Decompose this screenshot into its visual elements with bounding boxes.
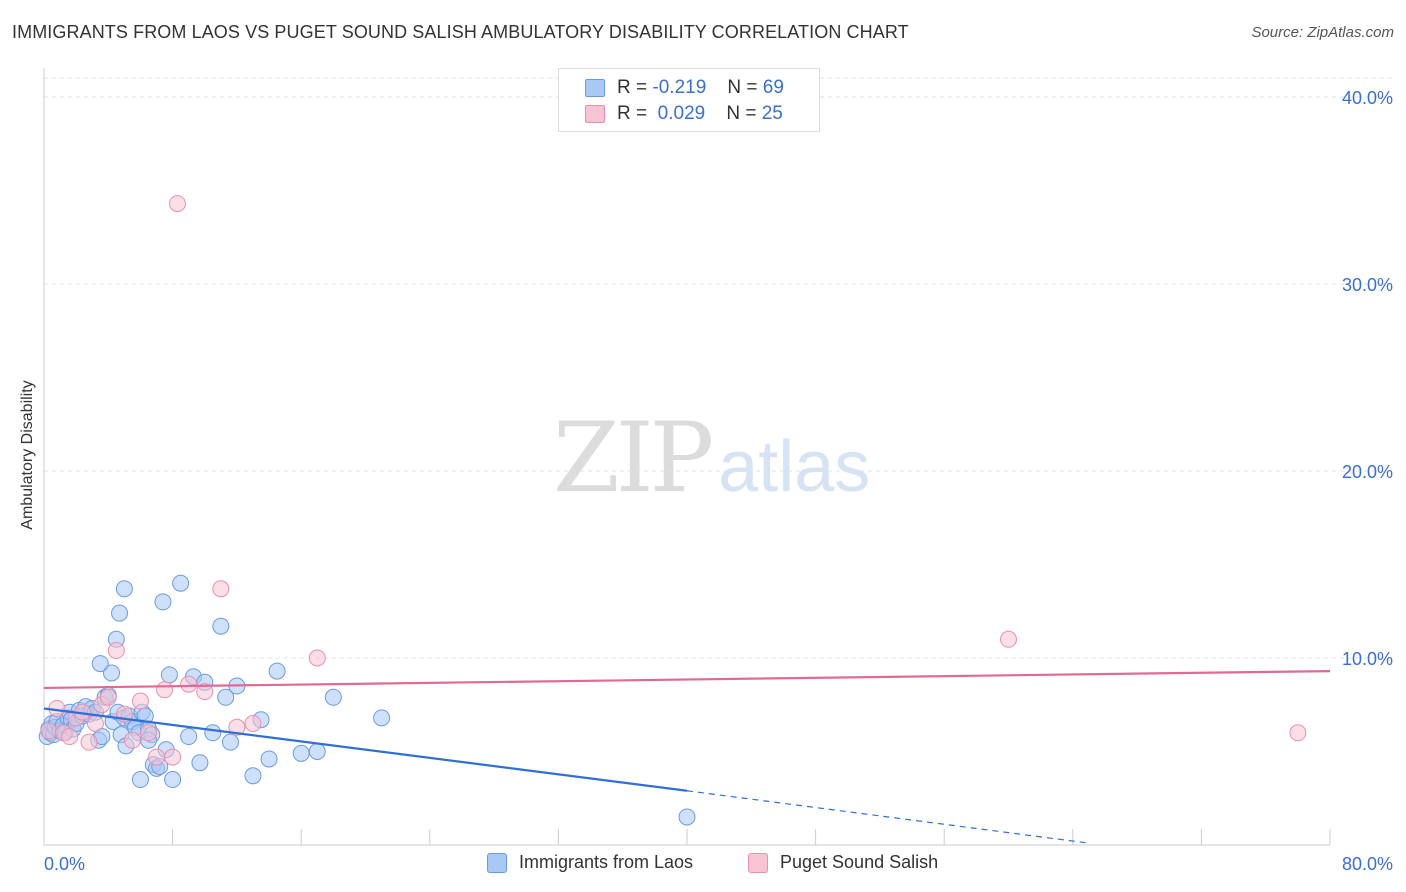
- salish-point: [86, 714, 104, 732]
- series-label-laos: Immigrants from Laos: [519, 852, 694, 872]
- laos-point: [221, 733, 239, 751]
- laos-point: [212, 617, 230, 635]
- salish-point: [131, 692, 149, 710]
- legend-n-label: N =: [726, 103, 757, 124]
- salish-point: [99, 688, 117, 706]
- watermark: ZIP atlas: [553, 402, 870, 514]
- series-legend-laos[interactable]: Immigrants from Laos: [487, 852, 693, 873]
- salish-point: [196, 683, 214, 701]
- laos-point: [111, 604, 129, 622]
- salish-point: [180, 675, 198, 693]
- legend-row-salish: R = 0.029 N = 25: [585, 103, 783, 125]
- laos-point: [191, 754, 209, 772]
- y-tick-label: 30.0%: [1342, 275, 1393, 295]
- series-swatch-salish: [748, 852, 768, 873]
- series-legend: Immigrants from Laos Puget Sound Salish: [0, 852, 1406, 878]
- chart-title: IMMIGRANTS FROM LAOS VS PUGET SOUND SALI…: [12, 22, 909, 42]
- salish-point: [139, 724, 157, 742]
- laos-trend-extension: [686, 790, 1089, 844]
- salish-point: [1000, 630, 1017, 648]
- salish-point: [107, 642, 125, 660]
- salish-point: [244, 714, 262, 732]
- x-tick-label: 80.0%: [1342, 854, 1393, 874]
- legend-r-label: R =: [617, 77, 648, 98]
- laos-point: [324, 688, 342, 706]
- salish-point: [308, 649, 326, 667]
- salish-point: [156, 681, 174, 699]
- salish-point: [1289, 724, 1307, 742]
- laos-point: [91, 655, 109, 673]
- salish-point: [212, 580, 230, 598]
- legend-n-value: 25: [761, 103, 783, 124]
- laos-point: [160, 666, 178, 684]
- y-tick-label: 20.0%: [1342, 462, 1393, 482]
- laos-point: [154, 593, 172, 611]
- salish-point: [148, 748, 166, 766]
- series-label-salish: Puget Sound Salish: [780, 852, 939, 872]
- chart-source: Source: ZipAtlas.com: [1251, 24, 1394, 41]
- laos-trend-line: [43, 707, 688, 792]
- laos-point: [308, 743, 326, 760]
- salish-point: [164, 748, 182, 766]
- salish-trend-line: [43, 669, 1331, 690]
- salish-point: [61, 728, 79, 746]
- salish-point: [228, 718, 246, 736]
- laos-point: [103, 664, 121, 682]
- legend-r-value: -0.219: [652, 77, 707, 98]
- legend-r-value: 0.029: [657, 103, 706, 124]
- salish-point: [40, 722, 58, 740]
- laos-point: [292, 744, 310, 762]
- y-tick-label: 40.0%: [1342, 88, 1393, 108]
- legend-r-label: R =: [617, 103, 648, 124]
- legend-n-label: N =: [727, 77, 758, 98]
- series-swatch-laos: [487, 852, 507, 873]
- correlation-legend: R = -0.219 N = 69 R = 0.029 N = 25: [558, 68, 820, 132]
- laos-point: [373, 709, 391, 727]
- y-tick-label: 10.0%: [1342, 649, 1393, 669]
- watermark-zip: ZIP: [553, 402, 714, 514]
- laos-point: [244, 767, 262, 785]
- salish-point: [80, 733, 98, 751]
- laos-point: [180, 728, 198, 746]
- watermark-atlas: atlas: [718, 427, 871, 507]
- laos-point: [172, 574, 190, 592]
- laos-point: [131, 771, 149, 789]
- laos-point: [268, 662, 286, 680]
- laos-point: [115, 580, 133, 598]
- salish-point: [123, 731, 141, 749]
- salish-point: [168, 195, 186, 213]
- legend-n-value: 69: [762, 77, 784, 98]
- laos-point: [678, 808, 696, 826]
- x-tick-label: 0.0%: [44, 854, 85, 874]
- legend-swatch-salish: [585, 105, 605, 123]
- laos-point: [204, 724, 222, 742]
- series-legend-salish[interactable]: Puget Sound Salish: [748, 852, 938, 873]
- laos-point: [217, 688, 235, 706]
- laos-point: [260, 750, 278, 768]
- legend-swatch-laos: [585, 79, 605, 97]
- laos-point: [164, 771, 182, 789]
- legend-row-laos: R = -0.219 N = 69: [585, 77, 784, 99]
